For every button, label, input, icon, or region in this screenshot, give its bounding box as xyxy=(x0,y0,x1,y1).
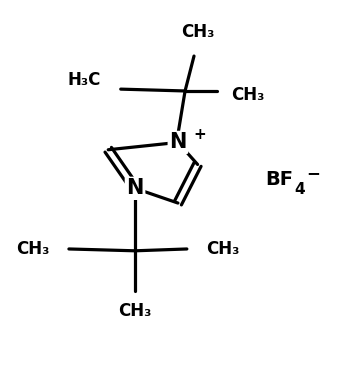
Text: CH₃: CH₃ xyxy=(232,86,265,104)
Text: −: − xyxy=(307,163,321,182)
Text: CH₃: CH₃ xyxy=(181,23,214,41)
Text: +: + xyxy=(193,127,206,142)
Text: CH₃: CH₃ xyxy=(118,302,152,320)
Text: N: N xyxy=(126,178,144,198)
Text: N: N xyxy=(169,132,187,153)
Text: 4: 4 xyxy=(295,182,305,197)
Text: CH₃: CH₃ xyxy=(16,240,49,258)
Text: BF: BF xyxy=(265,170,294,189)
Text: H₃C: H₃C xyxy=(68,71,101,89)
Text: CH₃: CH₃ xyxy=(207,240,240,258)
